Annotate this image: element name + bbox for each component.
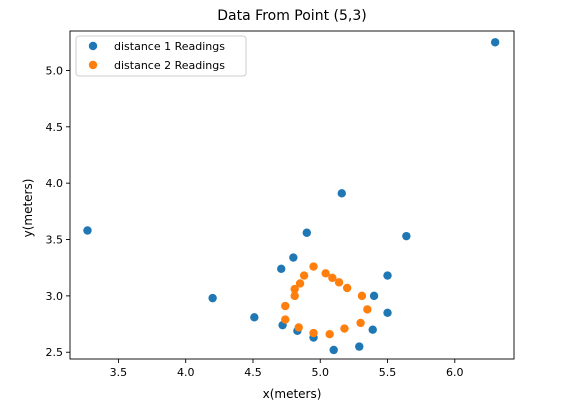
y-tick-label-2: 3.0 [46,290,64,303]
chart-title: Data From Point (5,3) [217,8,366,24]
data-point-s1-2 [208,293,217,303]
data-point-s2-7 [309,262,318,271]
x-tick-label-4: 5.0 [312,366,330,379]
data-point-s1-15 [383,308,392,317]
data-point-s2-1 [281,315,290,324]
data-point-s2-10 [334,278,344,287]
x-tick-label-2: 4.0 [177,366,195,379]
data-point-s1-3 [250,313,259,322]
x-tick-label-6: 6.0 [446,366,464,379]
y-axis: 2.5 3.0 3.5 4.0 4.5 5.0 [46,64,70,359]
plot-area [69,30,515,360]
data-point-s1-12 [355,342,364,351]
data-point-s2-11 [342,283,352,293]
x-axis: 3.5 4.0 4.5 5.0 5.5 6.0 [110,359,464,379]
data-point-s2-18 [294,323,303,332]
data-point-s1-10 [329,345,338,355]
data-point-s1-18 [490,38,500,47]
data-point-s2-2 [281,301,290,311]
legend: distance 1 Readings distance 2 Readings [75,35,247,77]
data-point-s2-8 [321,269,330,278]
data-point-s1-16 [383,271,392,280]
y-tick-label-5: 4.5 [46,121,64,134]
data-point-s1-11 [337,189,346,198]
data-point-s2-9 [328,273,337,283]
y-tick-label-3: 3.5 [46,234,64,247]
data-point-s1-13 [368,325,377,334]
data-point-s2-14 [356,318,365,328]
legend-box [75,35,247,77]
data-point-s2-16 [325,330,334,339]
x-axis-label: x(meters) [263,387,322,401]
data-point-s2-12 [357,291,367,301]
data-point-s2-3 [290,291,299,301]
data-point-s1-17 [402,231,411,241]
x-tick-label-3: 4.5 [244,366,262,379]
data-point-s2-17 [309,328,318,338]
data-point-s1-14 [369,291,379,301]
legend-label-1: distance 1 Readings [114,40,225,53]
legend-marker-2 [88,60,98,70]
x-tick-label-1: 3.5 [110,366,128,379]
legend-label-2: distance 2 Readings [114,59,225,72]
data-point-s1-8 [302,228,311,237]
data-point-s2-4 [290,284,299,294]
data-point-s2-6 [299,271,309,280]
data-point-s1-5 [277,264,286,274]
plot-frame [69,30,515,360]
legend-marker-1 [88,41,98,51]
data-point-s2-5 [295,279,305,288]
y-axis-label: y(meters) [21,179,35,238]
data-point-s1-6 [289,253,298,262]
x-tick-label-5: 5.5 [379,366,397,379]
data-point-s1-1 [83,226,92,235]
data-point-s2-15 [340,324,349,333]
data-point-s2-13 [363,305,372,314]
y-tick-label-6: 5.0 [46,64,64,77]
y-tick-label-1: 2.5 [46,346,64,359]
y-tick-label-4: 4.0 [46,177,64,190]
